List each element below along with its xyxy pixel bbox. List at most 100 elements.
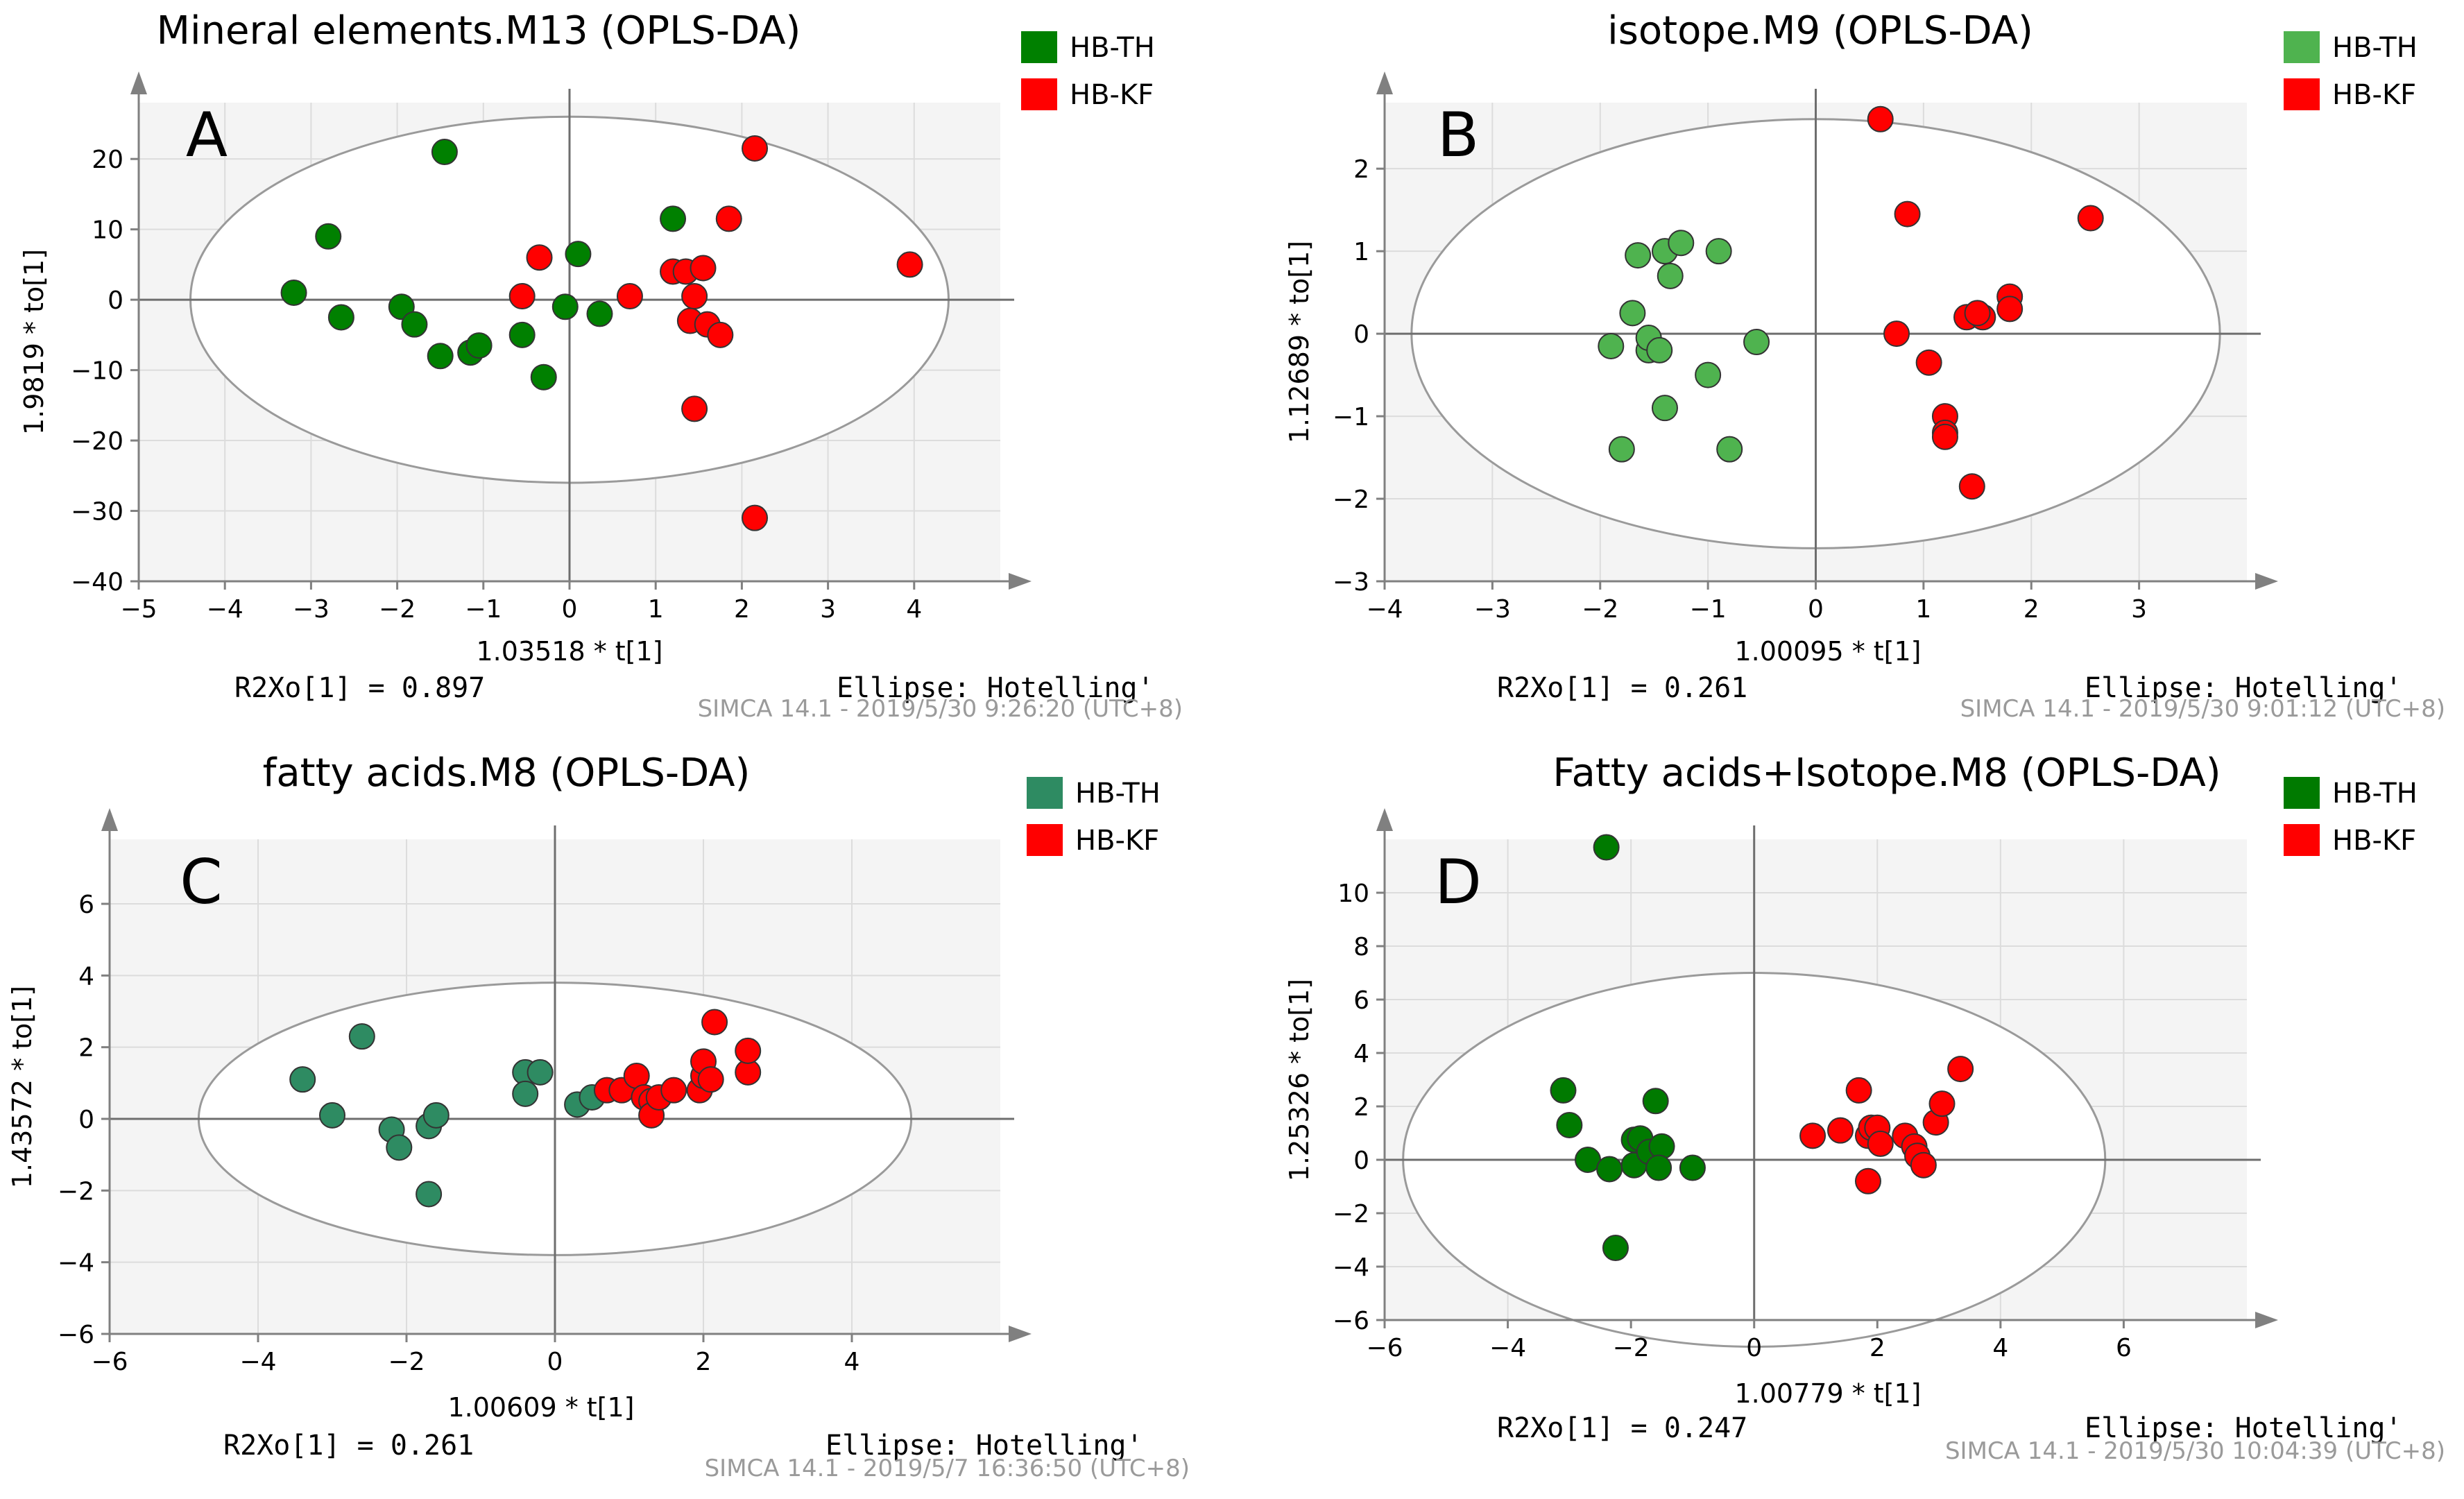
data-point-hb-th	[1645, 1154, 1672, 1181]
y-tick-label: 8	[1353, 933, 1369, 961]
data-point-hb-th	[1602, 1235, 1629, 1262]
data-point-hb-kf	[2077, 205, 2104, 232]
y-tick-label: 10	[92, 216, 123, 245]
data-point-hb-kf	[1915, 349, 1942, 376]
data-point-hb-th	[348, 1023, 375, 1050]
data-point-hb-th	[1625, 242, 1652, 269]
x-tick-label: 0	[562, 595, 578, 624]
data-point-hb-kf	[1867, 1130, 1894, 1157]
x-tick-label: −6	[1366, 1334, 1403, 1362]
legend-swatch	[2284, 824, 2320, 856]
data-point-hb-th	[401, 311, 428, 338]
panel-label: D	[1435, 846, 1482, 918]
series-hb-kf	[1867, 105, 2104, 500]
data-point-hb-kf	[1845, 1077, 1872, 1104]
data-point-hb-th	[1695, 361, 1722, 388]
y-tick-label: 0	[1353, 320, 1369, 349]
data-point-hb-th	[565, 241, 592, 268]
x-axis-arrow	[2255, 573, 2278, 590]
y-axis-label: 1.25326 * to[1]	[1284, 979, 1315, 1181]
legend-swatch	[1027, 824, 1063, 856]
data-point-hb-kf	[681, 283, 708, 310]
series-hb-kf	[1799, 1056, 1974, 1194]
y-tick-label: 6	[78, 891, 94, 919]
x-tick-label: −4	[1366, 595, 1403, 624]
y-tick-label: −2	[58, 1177, 94, 1206]
data-point-hb-th	[530, 363, 557, 391]
data-point-hb-kf	[1931, 423, 1958, 450]
legend-label: HB-TH	[2332, 778, 2418, 810]
x-tick-label: 0	[547, 1348, 563, 1376]
x-tick-label: −3	[293, 595, 330, 624]
x-axis-arrow	[2255, 1312, 2278, 1328]
panel-d: −6 −4 −2 0 2 4 6 −6 −4 −2 0 2 4 6 8 10 Fatty acids+Isoto…	[1284, 751, 2445, 1465]
legend: HB-TH HB-KF	[2284, 31, 2418, 111]
legend-label: HB-KF	[2332, 825, 2416, 857]
x-tick-label: −1	[1690, 595, 1727, 624]
x-axis-label: 1.03518 * t[1]	[476, 636, 662, 667]
data-point-hb-th	[508, 321, 536, 348]
legend-label: HB-TH	[1070, 32, 1155, 64]
data-point-hb-kf	[526, 244, 553, 271]
data-point-hb-th	[1716, 436, 1743, 463]
data-point-hb-th	[512, 1080, 539, 1107]
y-tick-label: 10	[1337, 880, 1369, 908]
chart-title: fatty acids.M8 (OPLS-DA)	[263, 751, 751, 796]
x-tick-label: 2	[2024, 595, 2039, 624]
data-point-hb-th	[1743, 329, 1770, 355]
x-tick-label: 6	[2116, 1334, 2132, 1362]
data-point-hb-kf	[1854, 1167, 1881, 1194]
legend-swatch	[2284, 31, 2320, 63]
data-point-hb-kf	[1928, 1090, 1956, 1117]
y-tick-label: −2	[1333, 486, 1369, 514]
data-point-hb-kf	[681, 395, 708, 422]
data-point-hb-th	[1651, 395, 1678, 422]
x-tick-label: 2	[1870, 1334, 1885, 1362]
y-tick-label: −1	[1333, 403, 1369, 431]
data-point-hb-th	[427, 343, 454, 370]
y-tick-label: 0	[78, 1106, 94, 1134]
y-tick-label: 20	[92, 146, 123, 174]
legend-label: HB-KF	[1075, 825, 1159, 857]
legend-swatch	[1021, 78, 1057, 110]
data-point-hb-th	[1657, 262, 1684, 289]
panel-label: A	[186, 99, 228, 171]
data-point-hb-kf	[707, 321, 734, 348]
y-tick-label: −20	[71, 427, 123, 456]
r2xo-value: R2Xo[1] = 0.897	[234, 672, 485, 704]
data-point-hb-th	[1646, 336, 1673, 363]
legend-swatch	[1027, 777, 1063, 809]
series-hb-th	[280, 139, 687, 391]
x-tick-label: 2	[696, 1348, 712, 1376]
x-tick-label: −2	[388, 1348, 425, 1376]
y-tick-label: 0	[1353, 1147, 1369, 1175]
legend-label: HB-TH	[2332, 32, 2418, 64]
data-point-hb-kf	[742, 135, 769, 162]
y-tick-label: 2	[1353, 155, 1369, 184]
y-tick-label: −4	[1333, 1253, 1369, 1282]
panel-a: −5 −4 −3 −2 −1 0 1 2 3 4−40−30−20−1001020Mineral …	[19, 8, 1183, 723]
x-tick-label: −1	[465, 595, 502, 624]
y-axis-arrow	[130, 71, 147, 94]
x-axis-arrow	[1009, 1326, 1032, 1342]
data-point-hb-kf	[896, 251, 923, 278]
y-axis-arrow	[1376, 71, 1393, 94]
simca-stamp: SIMCA 14.1 - 2019/5/7 16:36:50 (UTC+8)	[705, 1455, 1190, 1482]
data-point-hb-kf	[715, 205, 742, 232]
data-point-hb-th	[465, 332, 493, 359]
series-hb-th	[1550, 834, 1706, 1262]
series-hb-kf	[508, 135, 923, 531]
data-point-hb-kf	[1910, 1151, 1937, 1179]
simca-stamp: SIMCA 14.1 - 2019/5/30 9:26:20 (UTC+8)	[698, 695, 1183, 723]
data-point-hb-kf	[1894, 200, 1921, 228]
data-point-hb-kf	[697, 1066, 724, 1093]
data-point-hb-kf	[1996, 295, 2024, 323]
legend: HB-TH HB-KF	[1021, 31, 1155, 111]
x-tick-label: 0	[1746, 1334, 1762, 1362]
data-point-hb-kf	[735, 1037, 762, 1064]
series-hb-th	[289, 1023, 606, 1208]
x-tick-label: −4	[239, 1348, 276, 1376]
x-tick-label: −3	[1474, 595, 1511, 624]
series-hb-th	[1598, 230, 1770, 463]
data-point-hb-kf	[616, 283, 643, 310]
